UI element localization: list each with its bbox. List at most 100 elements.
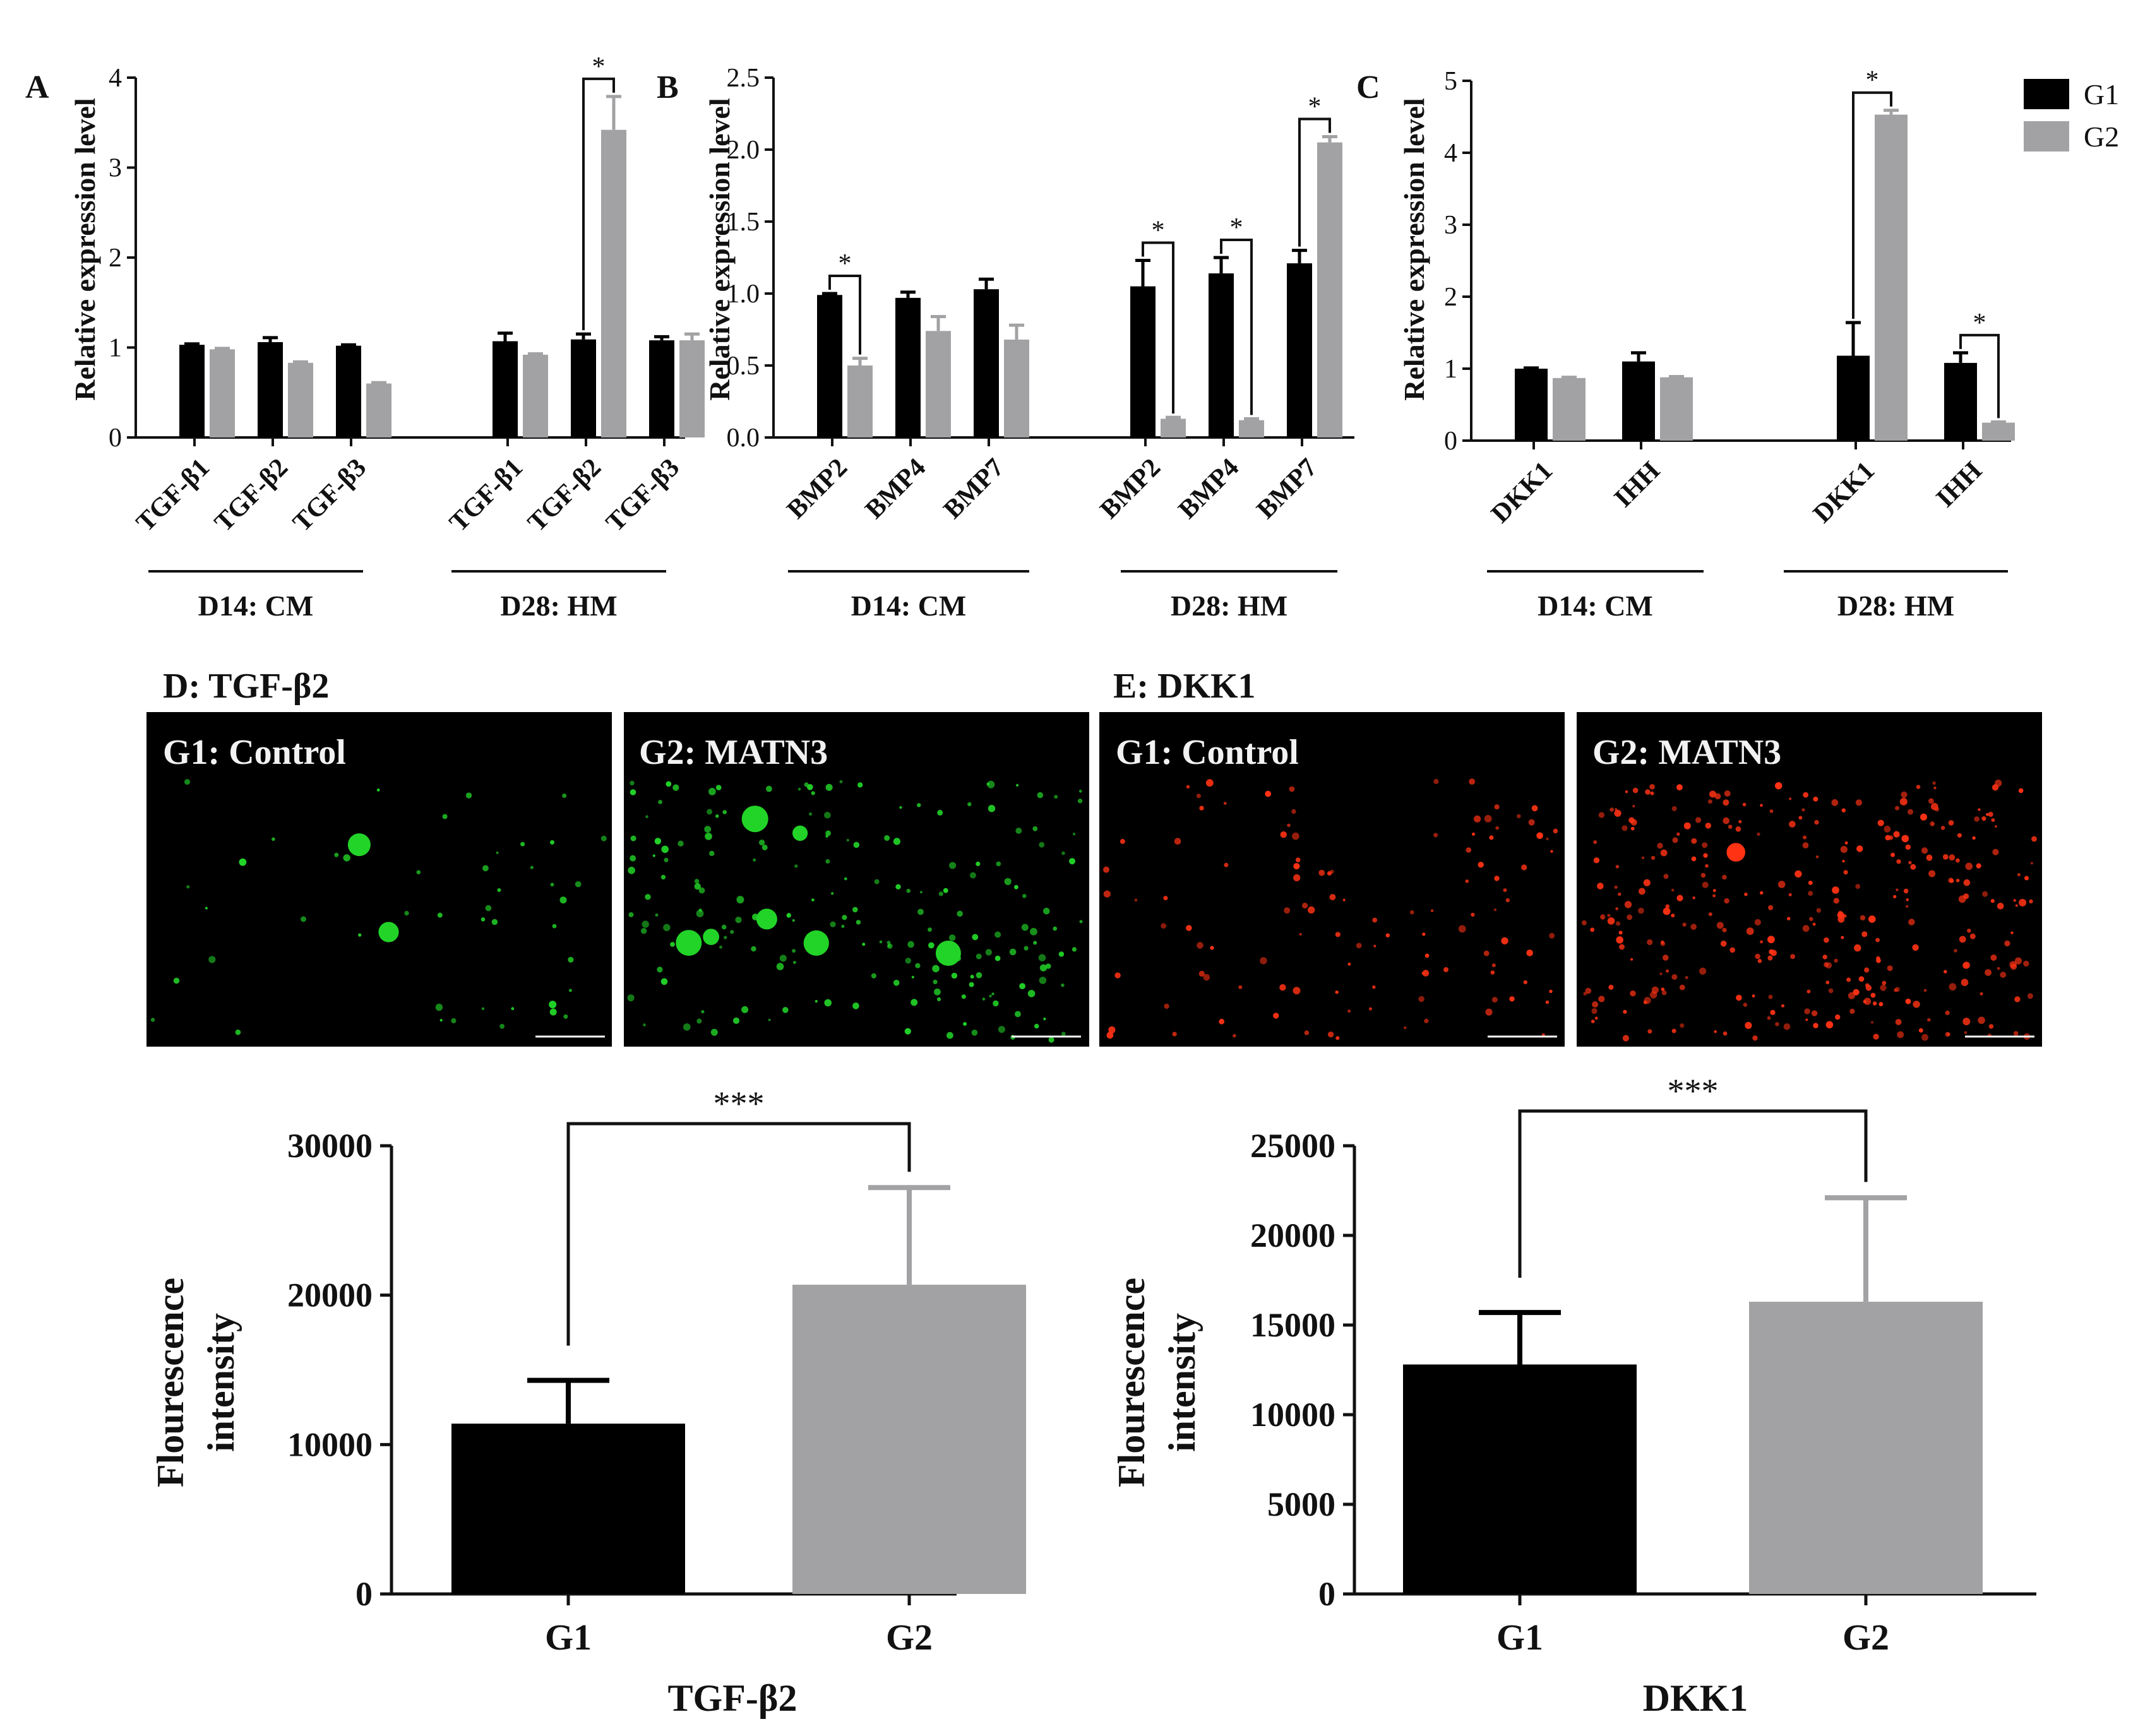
bar-g1 <box>451 1424 685 1594</box>
cell <box>694 883 702 890</box>
bar-g2 <box>1749 1302 1983 1594</box>
cell <box>1702 881 1709 888</box>
cell <box>1069 858 1075 865</box>
significance-label: * <box>1152 217 1165 246</box>
cell <box>511 1007 515 1011</box>
cell <box>1958 895 1966 903</box>
cell <box>1978 1016 1985 1025</box>
cell <box>683 1023 691 1031</box>
cell <box>701 1010 705 1014</box>
cell <box>1964 1031 1968 1035</box>
cell <box>1962 1018 1971 1026</box>
cell <box>1649 784 1655 790</box>
cell <box>559 896 567 904</box>
cell <box>694 879 700 884</box>
cell <box>949 862 957 869</box>
y-tick-label: 25000 <box>1250 1127 1335 1165</box>
cell <box>1783 1023 1791 1030</box>
cell <box>1553 828 1558 834</box>
micrograph-label-d-g2: G2: MATN3 <box>639 733 828 772</box>
cell <box>1614 885 1618 889</box>
cell <box>1967 929 1971 933</box>
cell <box>1805 1018 1808 1021</box>
category-label: BMP7 <box>1251 453 1323 525</box>
cell <box>1618 892 1621 896</box>
cell-cluster <box>347 833 371 857</box>
cell <box>1665 904 1670 909</box>
cell <box>887 941 891 944</box>
bar-g1 <box>179 345 205 437</box>
cell <box>976 972 982 978</box>
cell <box>1037 792 1044 799</box>
cell <box>1896 859 1901 864</box>
category-label: TGF-β2 <box>209 453 294 538</box>
cell <box>672 784 679 791</box>
y-tick-label: 2.5 <box>727 64 760 93</box>
cell <box>1754 919 1761 926</box>
significance-bracket <box>1518 1109 1868 1278</box>
cell <box>1484 815 1492 823</box>
cell <box>491 919 498 925</box>
cell <box>985 949 993 956</box>
cell <box>998 1026 1005 1033</box>
cell <box>1921 847 1928 854</box>
cell <box>1624 901 1632 908</box>
cell <box>1474 815 1481 823</box>
cell <box>951 972 958 979</box>
cell <box>1549 932 1555 939</box>
cell <box>1632 805 1635 808</box>
cell <box>272 837 275 841</box>
cell-cluster <box>1726 843 1745 862</box>
cell <box>904 1028 911 1035</box>
cell <box>1816 908 1821 913</box>
cell <box>1494 804 1500 810</box>
cell <box>575 881 582 888</box>
cell <box>1923 989 1927 992</box>
cell <box>2027 993 2033 999</box>
cell <box>1908 809 1913 815</box>
cell <box>645 894 651 900</box>
cell <box>1728 824 1733 829</box>
cell <box>1742 802 1747 807</box>
cell <box>600 835 607 841</box>
bar-g2 <box>288 362 313 437</box>
cell <box>1676 832 1680 836</box>
significance-bracket <box>828 275 861 355</box>
cell <box>735 917 742 924</box>
cell <box>1901 835 1909 843</box>
ylabel-d-line1: Flourescence <box>150 1278 191 1487</box>
cell <box>1614 809 1621 817</box>
cell <box>643 1023 646 1026</box>
cell <box>841 924 845 928</box>
cell <box>1812 922 1816 926</box>
bar-g1 <box>1837 355 1870 441</box>
cell <box>1053 926 1057 931</box>
cell <box>435 1003 443 1011</box>
cell <box>630 835 636 841</box>
cell <box>1873 1033 1879 1040</box>
cell <box>1302 902 1308 909</box>
cell <box>1660 849 1668 857</box>
cell <box>1615 907 1618 910</box>
cell <box>2019 898 2027 907</box>
cell <box>1901 791 1908 798</box>
cell <box>815 1000 818 1003</box>
cell <box>1607 917 1615 925</box>
cell <box>824 999 832 1007</box>
cell <box>1410 910 1414 915</box>
cell <box>549 1001 557 1009</box>
cell <box>1832 886 1839 894</box>
cell <box>1705 823 1712 829</box>
cell <box>568 989 572 992</box>
y-tick-label: 0.5 <box>727 352 760 381</box>
cell <box>1372 985 1376 989</box>
cell <box>1291 809 1296 814</box>
bar-g2 <box>601 129 626 437</box>
cell <box>1712 889 1716 893</box>
cell <box>1078 789 1082 793</box>
cell <box>173 977 180 984</box>
micrograph-label-e-g2: G2: MATN3 <box>1592 733 1781 772</box>
cell <box>830 921 836 927</box>
cell <box>562 794 567 798</box>
cell <box>334 852 339 857</box>
